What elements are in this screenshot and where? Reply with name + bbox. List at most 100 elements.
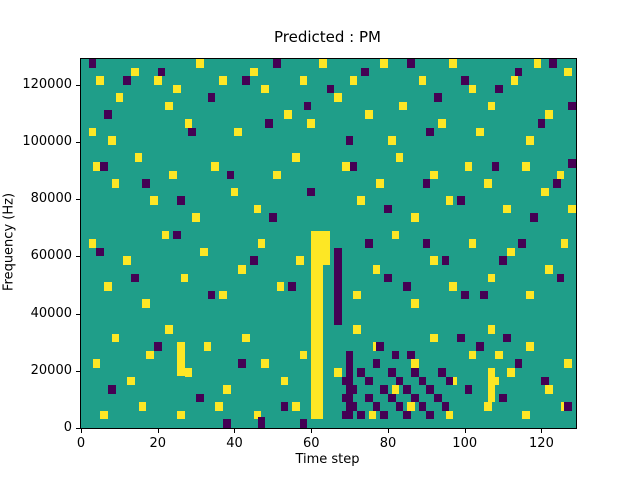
heatmap-cell-purple — [303, 101, 312, 111]
heatmap-cell-purple — [380, 385, 388, 394]
heatmap-cell-yellow — [130, 67, 139, 77]
heatmap-cell-yellow — [100, 410, 108, 420]
heatmap-cell-yellow — [411, 359, 419, 368]
heatmap-cell-yellow — [280, 376, 289, 386]
y-tick — [76, 141, 80, 143]
heatmap-cell-yellow — [173, 84, 181, 94]
heatmap-cell-yellow — [92, 359, 101, 368]
heatmap-cell-purple — [222, 419, 231, 428]
heatmap-cell-purple — [269, 213, 277, 223]
heatmap-cell-yellow — [560, 239, 569, 248]
heatmap-cell-yellow — [257, 239, 266, 248]
heatmap-cell-purple — [434, 93, 442, 102]
heatmap-cell-purple — [518, 239, 527, 248]
heatmap-cell-yellow — [483, 402, 492, 411]
heatmap-cell-yellow — [449, 282, 458, 291]
heatmap-cell-yellow — [203, 342, 212, 351]
y-tick — [76, 199, 80, 201]
heatmap-cell-purple — [441, 402, 450, 411]
heatmap-cell-purple — [384, 273, 392, 283]
y-axis-label: Frequency (Hz) — [1, 192, 17, 292]
heatmap-cell-yellow — [176, 342, 185, 377]
x-tick — [81, 429, 82, 433]
heatmap-cell-yellow — [430, 256, 438, 265]
heatmap-cell-yellow — [299, 76, 308, 85]
heatmap-cell-purple — [441, 256, 450, 265]
heatmap-cell-purple — [349, 161, 358, 171]
heatmap-cell-purple — [464, 385, 473, 394]
heatmap-cell-purple — [384, 204, 392, 214]
heatmap-cell-yellow — [242, 333, 250, 343]
heatmap-cell-yellow — [510, 76, 519, 85]
y-tick-label: 20000 — [30, 362, 72, 378]
heatmap-cell-purple — [411, 393, 419, 403]
heatmap-cell-yellow — [196, 59, 204, 68]
heatmap-cell-purple — [376, 342, 385, 351]
heatmap-cell-purple — [476, 342, 484, 351]
heatmap-cell-yellow — [292, 402, 300, 411]
heatmap-cell-yellow — [526, 290, 534, 300]
heatmap-cell-yellow — [142, 299, 151, 308]
heatmap-cell-purple — [242, 76, 250, 85]
heatmap-cell-yellow — [111, 333, 120, 343]
heatmap-cell-yellow — [364, 110, 373, 120]
heatmap-cell-purple — [345, 136, 354, 145]
heatmap-cell-purple — [499, 256, 507, 265]
x-tick-label: 60 — [302, 436, 320, 451]
heatmap-cell-purple — [529, 213, 538, 223]
heatmap-cell-purple — [541, 376, 550, 386]
heatmap-cell-yellow — [545, 110, 553, 120]
heatmap-cell-purple — [407, 350, 415, 360]
heatmap-cell-purple — [238, 359, 246, 368]
heatmap-cell-yellow — [526, 136, 534, 145]
heatmap-cell-purple — [265, 119, 273, 128]
x-tick-label: 0 — [76, 436, 86, 451]
heatmap-cell-yellow — [230, 187, 239, 197]
heatmap-cell-yellow — [253, 204, 262, 214]
heatmap-cell-yellow — [184, 119, 193, 128]
heatmap-cell-purple — [434, 393, 442, 403]
heatmap-cell-purple — [361, 67, 369, 77]
heatmap-cell-purple — [552, 179, 561, 188]
heatmap-cell-yellow — [150, 196, 158, 205]
x-tick — [541, 429, 543, 433]
heatmap-cell-purple — [564, 402, 573, 411]
heatmap-cell-yellow — [418, 76, 427, 85]
heatmap-cell-purple — [460, 76, 469, 85]
heatmap-cell-yellow — [165, 101, 174, 111]
heatmap-cell-yellow — [123, 256, 131, 265]
heatmap-cell-yellow — [334, 93, 342, 102]
heatmap-cell-purple — [196, 393, 204, 403]
heatmap-cell-purple — [107, 385, 116, 394]
x-tick — [311, 429, 313, 433]
heatmap-cell-yellow — [487, 325, 496, 334]
heatmap-cell-purple — [288, 282, 296, 291]
heatmap-cell-yellow — [161, 230, 170, 240]
heatmap-cell-purple — [299, 419, 308, 428]
heatmap-cell-yellow — [487, 273, 496, 283]
heatmap-cell-yellow — [234, 127, 243, 137]
heatmap-cell-yellow — [380, 59, 388, 68]
heatmap-cell-purple — [380, 410, 388, 420]
heatmap-cell-yellow — [568, 204, 576, 214]
heatmap-cell-purple — [407, 59, 415, 68]
heatmap-cell-yellow — [165, 325, 174, 334]
heatmap-cell-yellow — [483, 179, 492, 188]
heatmap-cell-yellow — [249, 67, 258, 77]
heatmap-cell-purple — [176, 196, 185, 205]
heatmap-cell-purple — [100, 161, 108, 171]
heatmap-cell-purple — [88, 59, 97, 68]
heatmap-cell-purple — [157, 67, 166, 77]
x-tick-label: 40 — [226, 436, 243, 451]
heatmap-cell-yellow — [138, 402, 147, 411]
heatmap-cell-purple — [372, 359, 381, 368]
heatmap-cell-purple — [104, 110, 112, 120]
heatmap-cell-yellow — [88, 239, 97, 248]
heatmap-cell-yellow — [387, 136, 396, 145]
heatmap-cell-yellow — [295, 256, 304, 265]
heatmap-cell-yellow — [437, 119, 446, 128]
heatmap-cell-yellow — [92, 161, 101, 171]
heatmap-cell-purple — [188, 127, 197, 137]
heatmap-cell-purple — [422, 179, 431, 188]
